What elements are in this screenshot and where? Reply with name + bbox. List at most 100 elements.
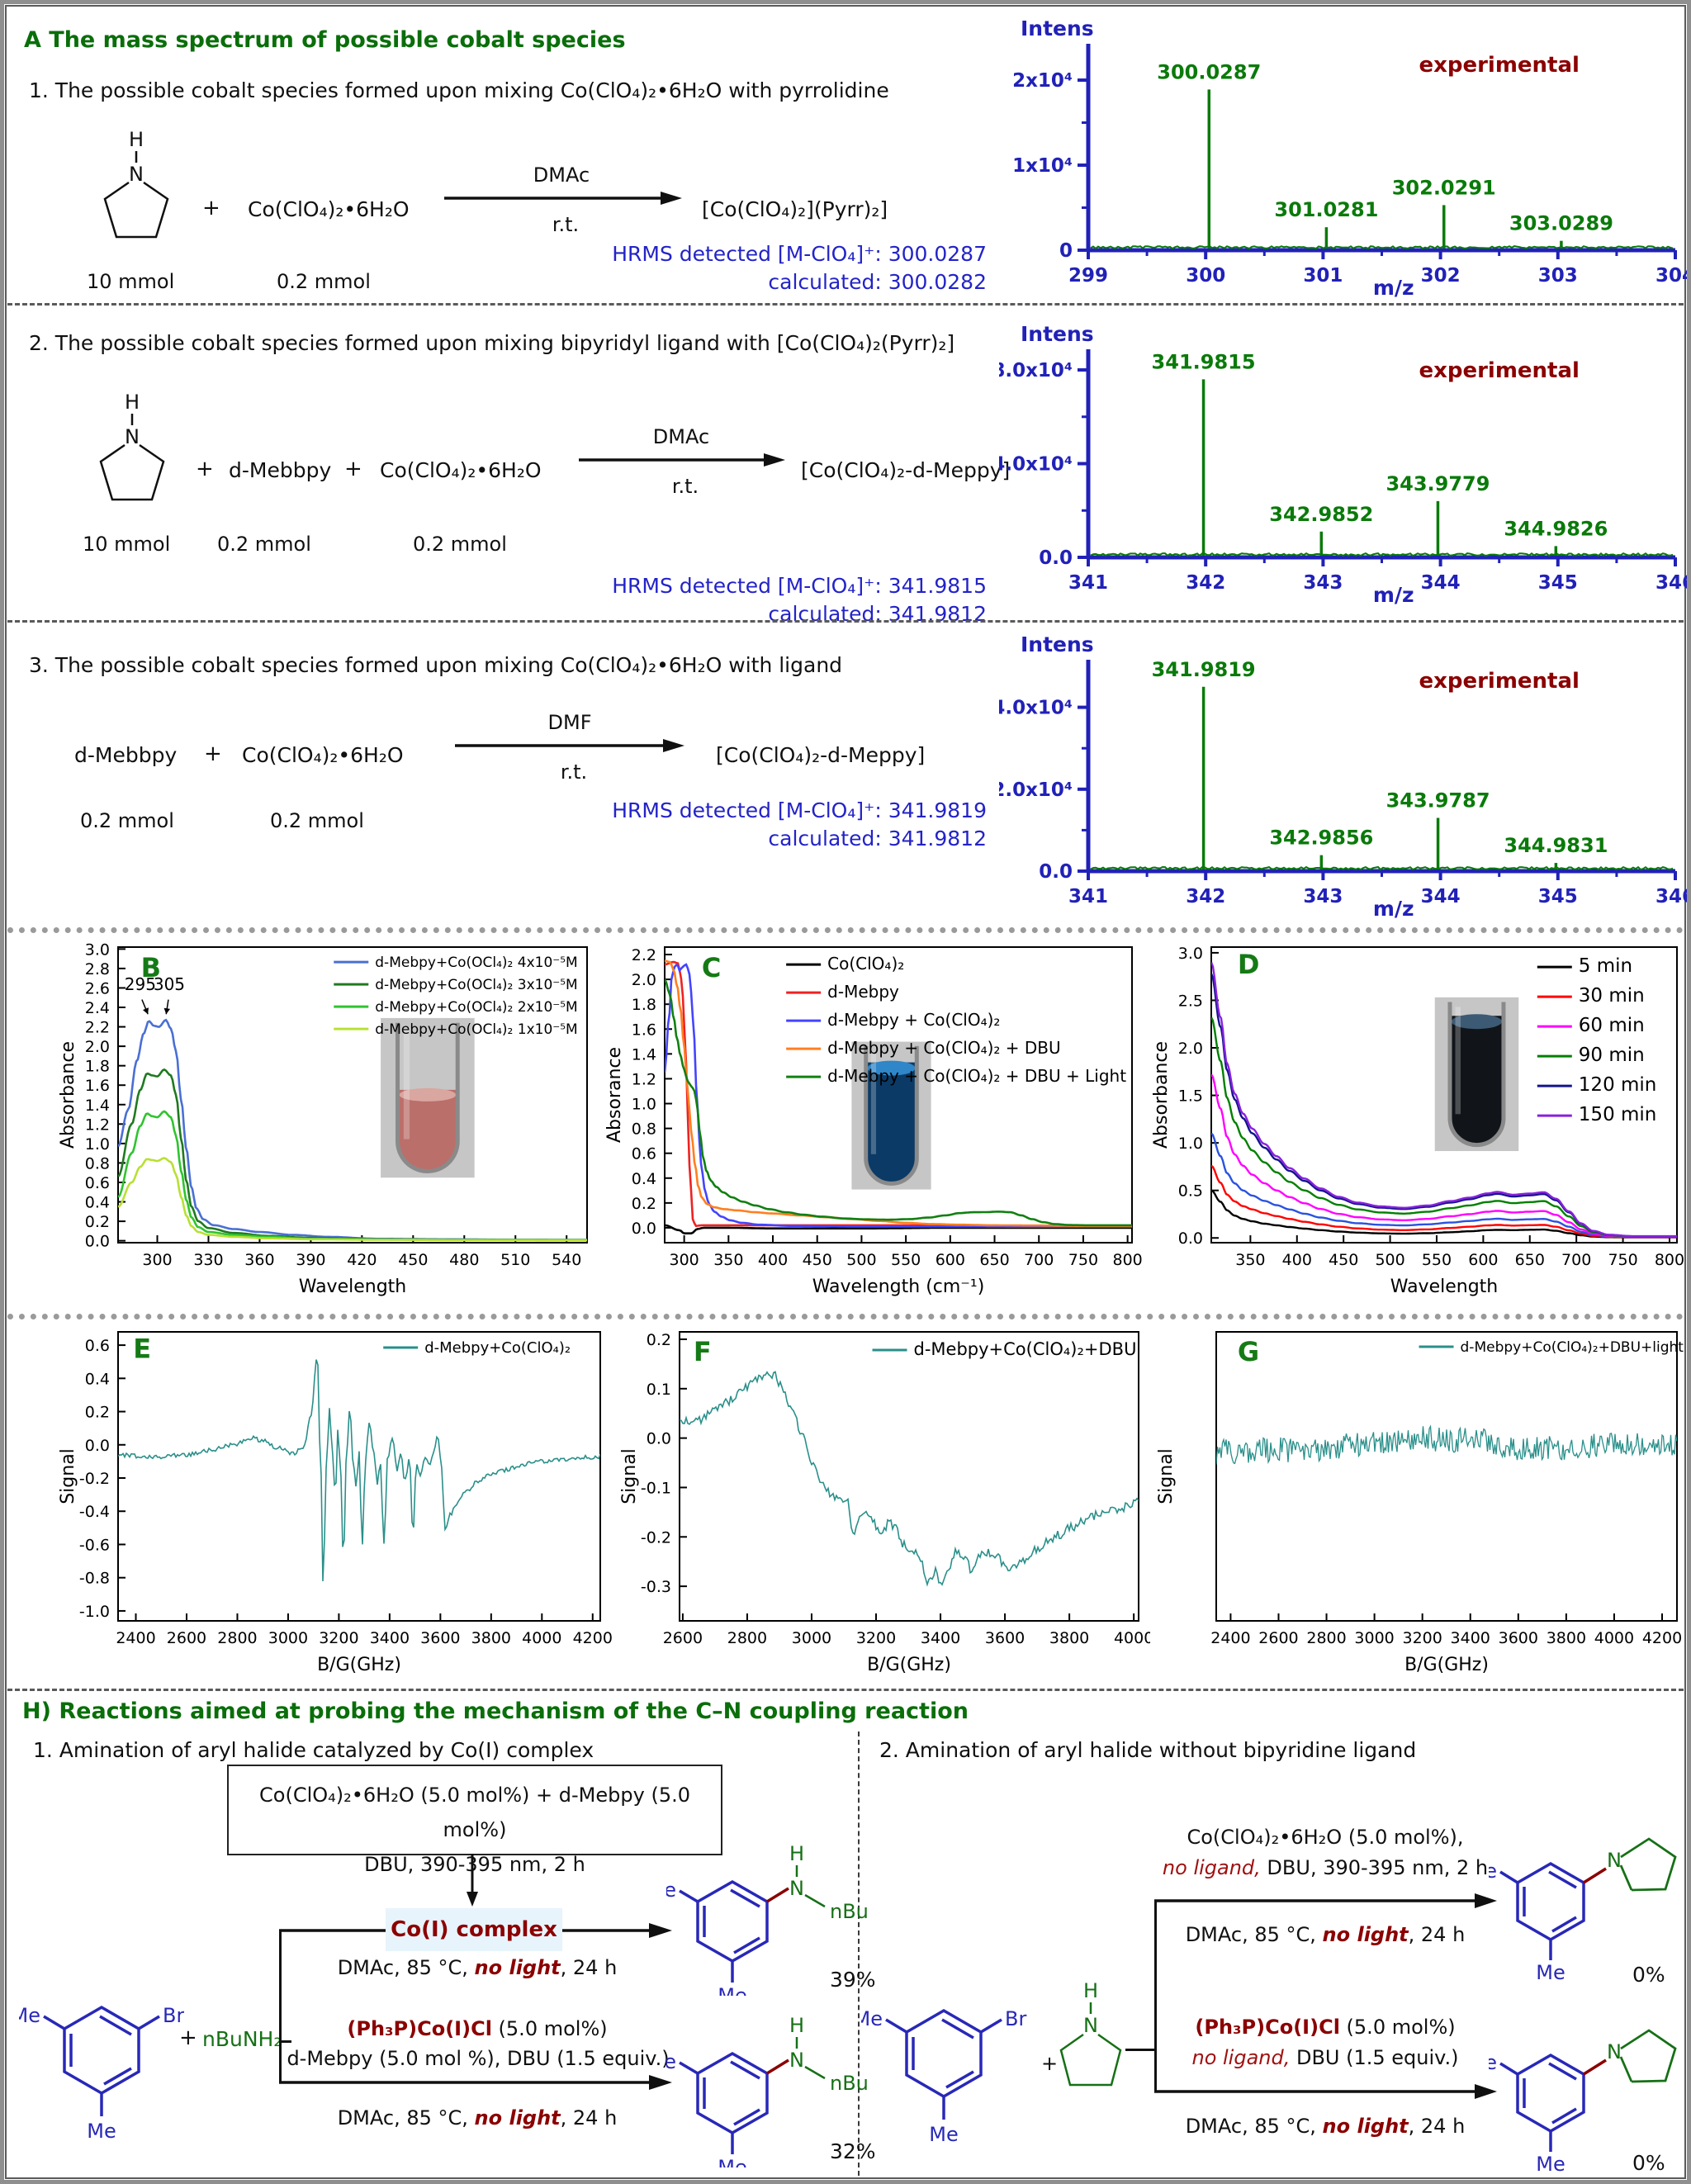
arrow-head — [663, 739, 684, 752]
svg-text:1.5: 1.5 — [1178, 1087, 1203, 1106]
h2-conditions-top: DMAc, 85 °C, no light, 24 h — [1152, 1923, 1499, 1946]
c-n-bond — [1583, 1867, 1607, 1884]
svg-text:390: 390 — [296, 1251, 325, 1269]
catalyst-loading: (5.0 mol%) — [1339, 2016, 1456, 2039]
h2-path2-line1: (Ph₃P)Co(I)Cl (5.0 mol%) — [1127, 2016, 1523, 2039]
c-n-bond — [766, 1887, 789, 1903]
pyrrolidine-ring — [1059, 2033, 1122, 2087]
svg-text:2800: 2800 — [217, 1629, 257, 1647]
product-2: [Co(ClO₄)₂-d-Meppy] — [801, 458, 1011, 482]
svg-text:4.0x10⁴: 4.0x10⁴ — [999, 698, 1073, 719]
svg-text:1.6: 1.6 — [632, 1021, 656, 1039]
svg-text:B/G(GHz): B/G(GHz) — [867, 1655, 951, 1675]
svg-text:2.0: 2.0 — [632, 971, 656, 989]
solvent-label: DMF — [548, 711, 592, 734]
svg-text:3.0: 3.0 — [1178, 945, 1203, 963]
amount-pyrrolidine-1: 10 mmol — [87, 270, 175, 293]
svg-text:0: 0 — [1059, 240, 1073, 262]
svg-text:303.0289: 303.0289 — [1509, 212, 1613, 235]
svg-text:Signal: Signal — [1156, 1448, 1177, 1504]
plus-sign: + — [196, 457, 214, 481]
svg-text:2400: 2400 — [1210, 1629, 1250, 1647]
svg-text:B/G(GHz): B/G(GHz) — [317, 1655, 401, 1675]
no-ligand-label: no ligand, — [1191, 2046, 1291, 2069]
svg-text:341.9815: 341.9815 — [1152, 350, 1256, 373]
svg-text:302.0291: 302.0291 — [1392, 176, 1496, 199]
svg-text:299: 299 — [1068, 265, 1108, 287]
yield-2: 32% — [830, 2139, 876, 2163]
svg-text:0.4: 0.4 — [85, 1370, 110, 1388]
cond-pre: DMAc, 85 °C, — [337, 1956, 475, 1979]
svg-text:295: 295 — [125, 974, 156, 994]
svg-text:-0.2: -0.2 — [79, 1470, 110, 1488]
svg-text:2.5: 2.5 — [1178, 992, 1203, 1010]
amount-cobalt-3: 0.2 mmol — [270, 809, 364, 832]
svg-text:2600: 2600 — [1258, 1629, 1298, 1647]
svg-text:343.9779: 343.9779 — [1385, 472, 1490, 495]
svg-text:550: 550 — [891, 1251, 921, 1269]
svg-text:1.2: 1.2 — [85, 1116, 110, 1134]
svg-text:345: 345 — [1538, 886, 1578, 907]
catalyst-box-line1: Co(ClO₄)₂•6H₂O (5.0 mol%) + d-Mebpy (5.0… — [259, 1784, 690, 1841]
product-3: [Co(ClO₄)₂-d-Meppy] — [716, 743, 926, 767]
svg-text:2600: 2600 — [167, 1629, 206, 1647]
svg-text:300: 300 — [669, 1251, 699, 1269]
svg-text:2.6: 2.6 — [85, 979, 110, 997]
svg-text:342: 342 — [1186, 572, 1225, 594]
me-label: Me — [718, 2156, 746, 2167]
uv-vis-panel-b: 300 330 360 390 420 450 480 510 540 0.0 0.2 0.4 0.6 0… — [54, 936, 599, 1309]
svg-text:750: 750 — [1608, 1251, 1637, 1269]
yield-1: 39% — [830, 1968, 876, 1992]
svg-text:3800: 3800 — [1049, 1629, 1089, 1647]
pyrrolidine-ring — [103, 181, 169, 239]
product-nbu-aniline-1: Me Me H N nBu — [666, 1842, 869, 1996]
ligand-2: d-Mebbpy — [229, 458, 332, 482]
svg-text:4.0x10⁴: 4.0x10⁴ — [999, 454, 1073, 476]
n-c-bond — [804, 2065, 826, 2080]
svg-text:344: 344 — [1421, 886, 1461, 907]
svg-text:3400: 3400 — [921, 1629, 960, 1647]
svg-text:304: 304 — [1655, 265, 1689, 287]
svg-text:0.0: 0.0 — [647, 1430, 671, 1448]
svg-text:Wavelength (cm⁻¹): Wavelength (cm⁻¹) — [812, 1277, 985, 1297]
svg-text:345: 345 — [1538, 572, 1578, 594]
svg-text:-1.0: -1.0 — [79, 1603, 110, 1621]
cond-no-light: no light — [1322, 2115, 1409, 2138]
me-label: Me — [666, 2050, 676, 2073]
me-label: Me — [1536, 2153, 1565, 2172]
svg-text:2600: 2600 — [663, 1629, 703, 1647]
panel-a-title: A The mass spectrum of possible cobalt s… — [24, 27, 626, 53]
arrow-head — [764, 453, 785, 467]
h1-conditions-top: DMAc, 85 °C, no light, 24 h — [291, 1956, 663, 1979]
me-label: Me — [1489, 2051, 1497, 2074]
svg-text:3200: 3200 — [1402, 1629, 1442, 1647]
h1-conditions-bottom: DMAc, 85 °C, no light, 24 h — [291, 2106, 663, 2130]
svg-text:-0.3: -0.3 — [641, 1578, 671, 1596]
pyrrolidine-structure-2: H N — [99, 391, 165, 501]
svg-text:341: 341 — [1068, 886, 1108, 907]
svg-text:346: 346 — [1655, 572, 1689, 594]
me-label: Me — [1489, 1859, 1497, 1883]
svg-text:0.4: 0.4 — [632, 1170, 656, 1188]
arrow-head — [661, 192, 682, 205]
pyrrolidine-ring — [1619, 1837, 1677, 1892]
svg-text:0.0: 0.0 — [85, 1437, 110, 1455]
svg-text:Wavelength: Wavelength — [1390, 1277, 1499, 1297]
aryl-bromide-plus-pyrrolidine: Br Me Me + H N — [861, 1979, 1122, 2146]
svg-text:D: D — [1238, 949, 1260, 980]
n-label: N — [1607, 2040, 1622, 2063]
temp-label: r.t. — [552, 213, 579, 236]
svg-text:3800: 3800 — [1547, 1629, 1586, 1647]
reaction-arrow-2: DMAc r.t. — [579, 425, 785, 498]
svg-text:Wavelength: Wavelength — [299, 1277, 407, 1297]
product-pyrrolidinyl-arene-2: Me Me N — [1489, 2029, 1677, 2172]
svg-text:m/z: m/z — [1373, 276, 1414, 300]
h-label: H — [789, 2014, 804, 2037]
svg-text:360: 360 — [244, 1251, 274, 1269]
svg-text:2.4: 2.4 — [85, 999, 110, 1017]
svg-text:3200: 3200 — [856, 1629, 896, 1647]
n-c-bond — [804, 1893, 826, 1908]
svg-text:346: 346 — [1655, 886, 1689, 907]
svg-text:3600: 3600 — [985, 1629, 1025, 1647]
co-complex-chip: Co(I) complex — [386, 1908, 562, 1951]
